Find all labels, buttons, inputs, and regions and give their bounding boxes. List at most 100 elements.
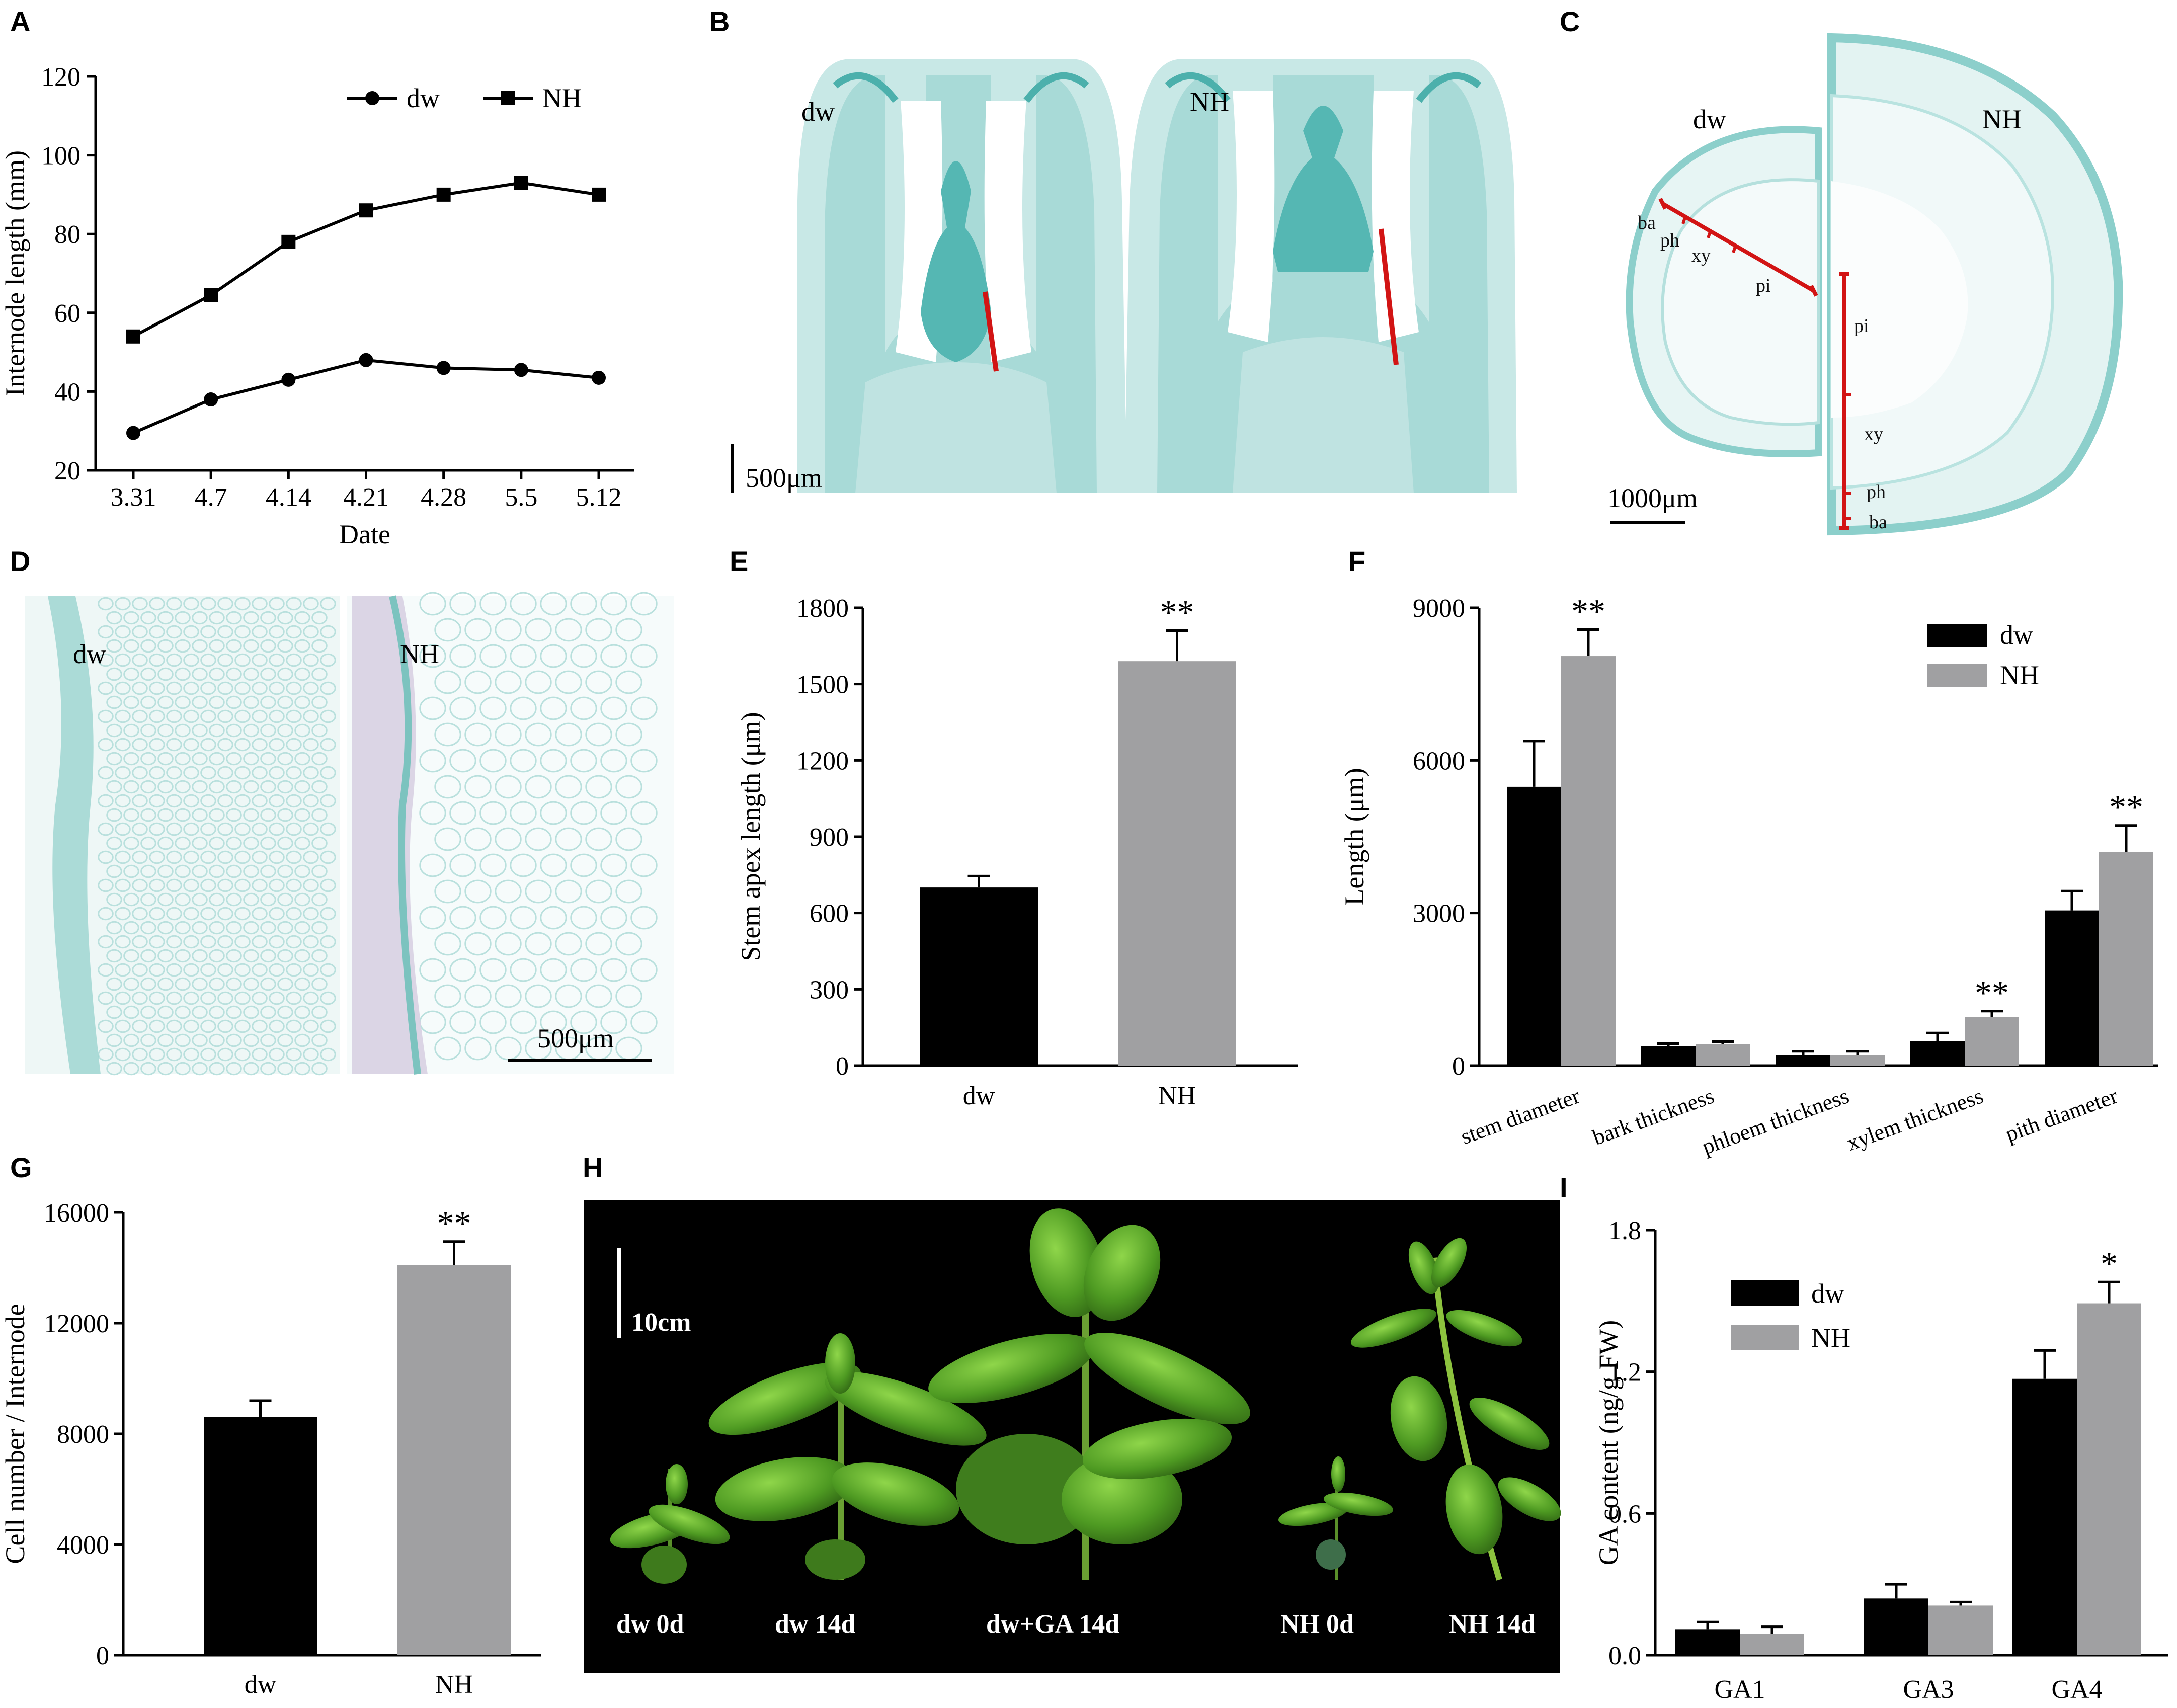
tissue-cell	[192, 949, 208, 963]
tissue-cell	[600, 592, 627, 616]
tissue-cell	[243, 836, 259, 850]
tissue-cell	[123, 695, 139, 709]
tissue-cell	[555, 722, 582, 747]
bar-dw	[1910, 1041, 1965, 1066]
tissue-cell	[320, 1019, 336, 1033]
bar-nh	[1561, 656, 1616, 1066]
tissue-cell	[294, 836, 310, 850]
x-tick-label: 4.21	[343, 483, 389, 512]
tissue-cell	[294, 780, 310, 794]
tissue-cell	[175, 808, 191, 822]
tissue-cell	[585, 932, 612, 956]
tissue-cell	[311, 1033, 328, 1047]
tissue-cell	[269, 597, 285, 611]
tissue-cell	[183, 878, 199, 892]
plant-dw-0d	[610, 1464, 730, 1584]
bar-dw	[1641, 1046, 1696, 1066]
tissue-cell	[260, 949, 276, 963]
tissue-cell	[132, 653, 148, 667]
tissue-cell	[252, 625, 268, 639]
tissue-cell	[311, 780, 328, 794]
tissue-cell	[132, 597, 148, 611]
y-tick-label: 4000	[57, 1531, 109, 1560]
legend-swatch-nh	[1731, 1325, 1799, 1350]
tissue-cell	[140, 977, 156, 991]
image-h-label-nh-14d: NH 14d	[1449, 1610, 1536, 1639]
tissue-cell	[115, 597, 131, 611]
tissue-cell	[303, 991, 319, 1005]
tissue-cell	[570, 644, 597, 668]
tissue-cell	[600, 749, 627, 773]
tissue-cell	[320, 850, 336, 864]
tissue-cell	[226, 780, 242, 794]
y-axis-title: GA content (ng/g FW)	[1593, 1320, 1624, 1565]
tissue-cell	[217, 991, 233, 1005]
tissue-cell	[252, 794, 268, 808]
tissue-cell	[200, 794, 216, 808]
tissue-cell	[600, 801, 627, 825]
tissue-cell	[286, 1019, 302, 1033]
tissue-cell	[311, 977, 328, 991]
panel-label-e: E	[730, 545, 748, 577]
tissue-cell	[209, 1033, 225, 1047]
y-tick-label: 0	[836, 1052, 849, 1081]
tissue-cell	[200, 653, 216, 667]
tissue-cell	[217, 1047, 233, 1062]
tissue-cell	[464, 827, 492, 851]
tissue-cell	[175, 864, 191, 878]
chart-f-tissue-lengths: 0 3000 6000 9000 Length (μm) stem diameter ** b…	[1339, 592, 2158, 1159]
bar-nh	[1696, 1044, 1750, 1066]
tissue-cell	[630, 906, 658, 930]
tissue-cell	[209, 752, 225, 766]
tissue-cell	[495, 879, 522, 904]
tissue-cell	[252, 738, 268, 752]
tissue-cell	[217, 709, 233, 723]
tissue-cell	[149, 625, 165, 639]
tissue-cell	[157, 639, 174, 653]
tissue-cell	[570, 801, 597, 825]
tissue-cell	[434, 722, 461, 747]
tissue-cell	[570, 906, 597, 930]
tissue-cell	[303, 597, 319, 611]
legend-label-nh: NH	[1811, 1323, 1850, 1353]
tissue-cell	[243, 723, 259, 738]
image-h-scale-label: 10cm	[631, 1308, 691, 1337]
tissue-cell	[200, 625, 216, 639]
x-tick-label: GA3	[1903, 1675, 1954, 1704]
tissue-cell	[570, 592, 597, 616]
tissue-cell	[217, 850, 233, 864]
tissue-cell	[600, 853, 627, 877]
tissue-cell	[115, 681, 131, 695]
tissue-cell	[243, 808, 259, 822]
tissue-cell	[209, 611, 225, 625]
tissue-cell	[260, 639, 276, 653]
tissue-cell	[286, 653, 302, 667]
tissue-cell	[320, 822, 336, 836]
tissue-cell	[286, 625, 302, 639]
tissue-cell	[495, 618, 522, 642]
tissue-cell	[585, 879, 612, 904]
tissue-cell	[252, 597, 268, 611]
tissue-cell	[630, 853, 658, 877]
tissue-cell	[260, 1005, 276, 1019]
tissue-cell	[234, 597, 251, 611]
tissue-cell	[449, 853, 476, 877]
tissue-cell	[286, 963, 302, 977]
tissue-cell	[243, 639, 259, 653]
tissue-cell	[209, 723, 225, 738]
tissue-cell	[464, 618, 492, 642]
tissue-cell	[175, 1062, 191, 1076]
y-tick-label: 16000	[44, 1199, 109, 1228]
tissue-cell	[555, 879, 582, 904]
tissue-cell	[269, 822, 285, 836]
tissue-cell	[303, 738, 319, 752]
tissue-cell	[243, 780, 259, 794]
tissue-cell	[419, 592, 446, 616]
tissue-cell	[98, 991, 114, 1005]
y-tick-label: 6000	[1413, 747, 1465, 775]
tissue-cell	[192, 639, 208, 653]
tissue-cell	[234, 1047, 251, 1062]
tissue-cell	[570, 749, 597, 773]
tissue-cell	[115, 1047, 131, 1062]
legend-swatch-dw	[1927, 624, 1987, 647]
